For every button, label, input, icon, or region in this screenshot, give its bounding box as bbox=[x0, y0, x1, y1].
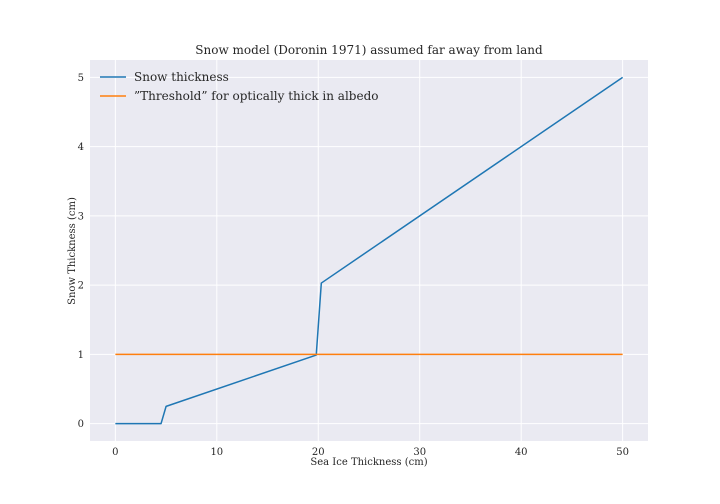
x-tick-labels: 0 10 20 30 40 50 bbox=[112, 447, 629, 458]
x-tick-label: 0 bbox=[112, 447, 118, 458]
x-tick-label: 30 bbox=[413, 447, 426, 458]
y-axis-label: Snow Thickness (cm) bbox=[67, 197, 78, 305]
legend: Snow thickness ”Threshold” for optically… bbox=[100, 70, 378, 103]
y-tick-label: 5 bbox=[78, 73, 84, 84]
y-tick-label: 3 bbox=[78, 211, 84, 222]
y-tick-labels: 0 1 2 3 4 5 bbox=[78, 73, 84, 430]
series-layer bbox=[115, 76, 624, 425]
x-tick-label: 50 bbox=[616, 447, 629, 458]
y-tick-label: 1 bbox=[78, 350, 84, 361]
x-axis-label: Sea Ice Thickness (cm) bbox=[310, 457, 427, 468]
y-tick-label: 4 bbox=[78, 142, 84, 153]
x-tick-label: 10 bbox=[210, 447, 223, 458]
legend-label-threshold: ”Threshold” for optically thick in albed… bbox=[134, 89, 378, 103]
y-tick-label: 0 bbox=[78, 419, 84, 430]
series-line-snow-thickness bbox=[115, 76, 624, 425]
y-tick-label: 2 bbox=[78, 281, 84, 292]
x-tick-label: 40 bbox=[515, 447, 528, 458]
x-tick-label: 20 bbox=[312, 447, 325, 458]
x-gridlines bbox=[114, 60, 624, 441]
chart-title: Snow model (Doronin 1971) assumed far aw… bbox=[195, 43, 543, 57]
legend-label-snow-thickness: Snow thickness bbox=[134, 70, 229, 84]
